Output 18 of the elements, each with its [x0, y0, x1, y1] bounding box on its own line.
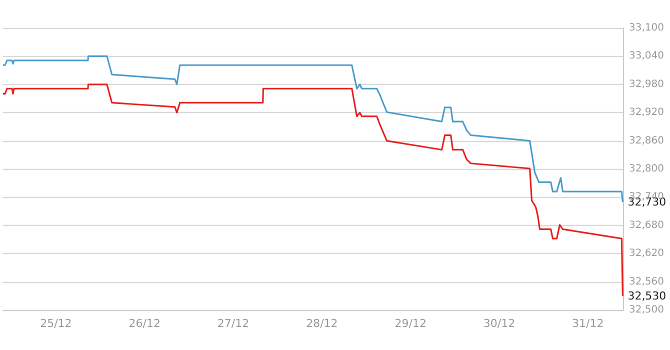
y-tick-label: 32,560: [629, 276, 664, 288]
annotation: 32,530: [628, 289, 666, 302]
y-tick-label: 32,620: [629, 248, 664, 260]
y-tick-label: 32,980: [629, 78, 664, 90]
y-tick-label: 32,500: [629, 304, 664, 316]
y-tick-label: 32,920: [629, 107, 664, 118]
y-tick-label: 32,680: [629, 220, 664, 231]
y-tick-label: 32,860: [629, 135, 664, 146]
y-tick-label: 33,100: [629, 22, 664, 34]
y-tick-label: 32,800: [629, 164, 664, 174]
x-tick-label: 30/12: [483, 317, 516, 330]
x-tick-label: 31/12: [572, 317, 604, 330]
x-tick-label: 28/12: [306, 317, 338, 330]
x-tick-label: 29/12: [394, 317, 426, 330]
y-tick-label: 33,040: [629, 50, 664, 62]
x-tick-label: 26/12: [128, 317, 160, 330]
x-tick-label: 25/12: [40, 317, 72, 330]
x-tick-label: 27/12: [217, 317, 250, 330]
